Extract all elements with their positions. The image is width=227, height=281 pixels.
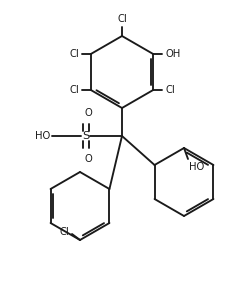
Text: Cl: Cl xyxy=(59,227,69,237)
Text: O: O xyxy=(84,108,92,118)
Text: Cl: Cl xyxy=(117,14,127,24)
Text: HO: HO xyxy=(189,162,204,172)
Text: HO: HO xyxy=(35,131,50,141)
Text: OH: OH xyxy=(165,49,180,59)
Text: Cl: Cl xyxy=(165,85,175,95)
Text: O: O xyxy=(84,154,92,164)
Text: S: S xyxy=(82,131,90,141)
Text: Cl: Cl xyxy=(69,49,79,59)
Text: Cl: Cl xyxy=(69,85,79,95)
